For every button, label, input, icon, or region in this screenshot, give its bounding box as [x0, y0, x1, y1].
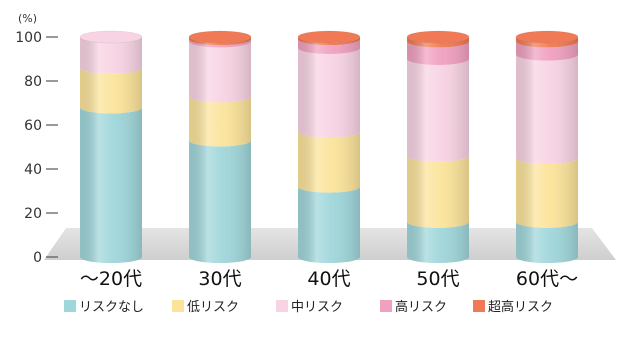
bar-segment-shade	[298, 48, 360, 138]
y-tick-label: 60	[24, 118, 42, 134]
x-category-label: 50代	[416, 268, 459, 290]
bar-top-cap	[188, 30, 252, 44]
bar-segment-shade	[516, 158, 578, 228]
bar-segment-shade	[298, 39, 360, 54]
bar-segment-shade	[516, 54, 578, 164]
bar-segment-shade	[80, 67, 142, 114]
bar-segment-shade	[189, 140, 251, 263]
bar-segment-shade	[298, 131, 360, 193]
x-category-label: 60代〜	[516, 268, 578, 290]
legend-swatch	[172, 300, 184, 312]
x-category-label: 30代	[198, 268, 241, 290]
bar-segment-shade	[189, 37, 251, 46]
bar-segment-shade	[80, 37, 142, 74]
legend-item: 中リスク	[276, 300, 343, 315]
bar-stack	[79, 30, 143, 264]
legend-label: 超高リスク	[488, 299, 553, 315]
bar-stack	[188, 30, 252, 263]
bar-segment-shade	[407, 221, 469, 263]
legend-label: 低リスク	[187, 300, 239, 315]
y-unit-label: (%)	[18, 12, 37, 25]
legend-item: 超高リスク	[473, 299, 553, 315]
bar-stack	[515, 30, 579, 263]
legend-item: リスクなし	[64, 300, 144, 315]
bar-segment-shade	[407, 59, 469, 162]
bar-segment-shade	[189, 96, 251, 147]
y-axis: (%) 0 20 40 60 80 100	[15, 12, 58, 266]
legend: リスクなし 低リスク 中リスク 高リスク 超高リスク	[64, 299, 553, 315]
bar-segment-shade	[516, 221, 578, 263]
legend-item: 低リスク	[172, 300, 239, 315]
legend-swatch	[380, 300, 392, 312]
y-tick-label: 40	[24, 162, 42, 178]
y-tick-label: 100	[15, 30, 42, 46]
x-category-label: 〜20代	[80, 268, 142, 290]
y-tick-label: 20	[24, 206, 42, 222]
legend-item: 高リスク	[380, 299, 447, 315]
legend-label: リスクなし	[79, 300, 144, 315]
bar-top-cap	[406, 30, 470, 44]
bar-segment-shade	[298, 37, 360, 46]
legend-swatch	[276, 300, 288, 312]
bar-stack	[297, 30, 361, 263]
legend-label: 中リスク	[291, 300, 343, 315]
bar-segment-shade	[189, 41, 251, 103]
bar-segment-shade	[516, 37, 578, 48]
bar-segment-shade	[407, 155, 469, 228]
x-category-label: 40代	[307, 268, 350, 290]
bar-top-cap	[297, 30, 361, 44]
bars	[79, 30, 579, 264]
bar-stack	[406, 30, 470, 263]
bar-segment-shade	[298, 186, 360, 263]
bar-segment-shade	[516, 41, 578, 61]
y-tick-label: 0	[33, 250, 42, 266]
legend-label: 高リスク	[395, 299, 447, 315]
x-axis-labels: 〜20代 30代 40代 50代 60代〜	[80, 268, 578, 290]
legend-swatch	[64, 300, 76, 312]
bar-segment-shade	[407, 37, 469, 48]
bar-top-cap	[515, 30, 579, 44]
bar-segment-shade	[80, 107, 142, 264]
bar-segment-shade	[407, 41, 469, 65]
y-tick-label: 80	[24, 74, 42, 90]
legend-swatch	[473, 300, 485, 312]
bar-segment-shade	[189, 39, 251, 48]
bar-top-cap	[79, 30, 143, 44]
